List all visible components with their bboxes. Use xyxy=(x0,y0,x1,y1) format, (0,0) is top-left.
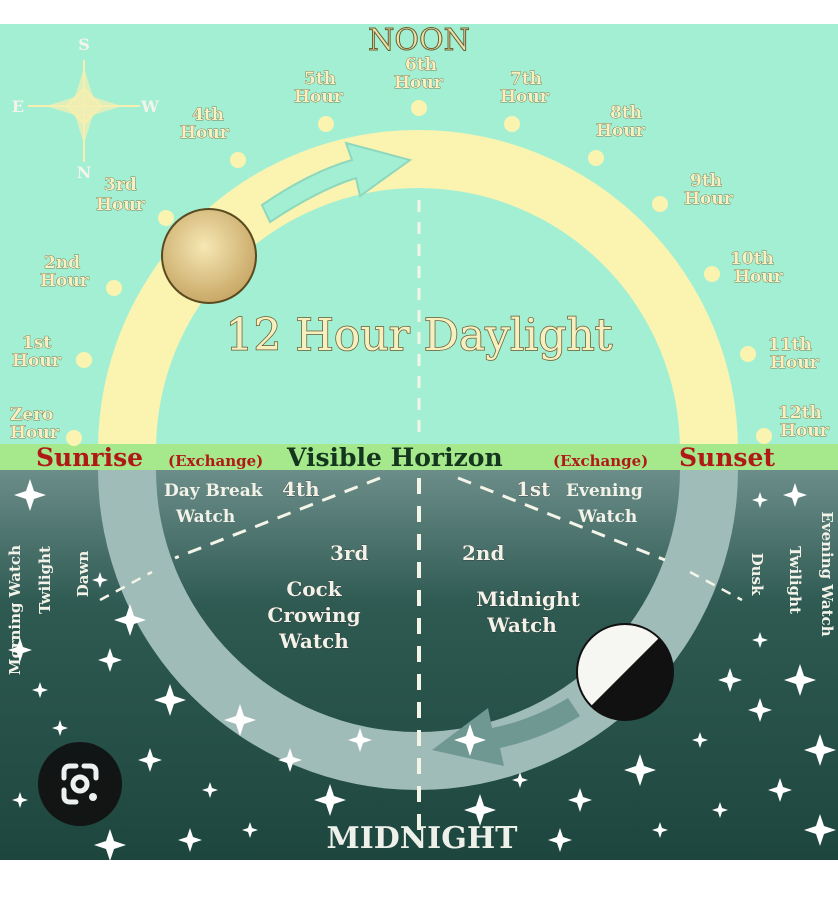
star-icon xyxy=(718,668,742,692)
compass-w: W xyxy=(140,97,160,116)
star-icon xyxy=(202,782,218,798)
watch-divider-right xyxy=(457,476,666,562)
midnight-label: MIDNIGHT xyxy=(326,821,518,856)
hour-label-12th: 12th Hour xyxy=(778,403,830,441)
watch-2nd-ordinal: 2nd xyxy=(462,541,504,565)
twilight-right-label: Twilight xyxy=(786,546,804,614)
hour-label-11th: 11th Hour xyxy=(768,335,820,373)
star-icon xyxy=(114,604,146,636)
hour-label-10th: 10th Hour xyxy=(730,249,784,287)
star-icon xyxy=(784,664,816,696)
star-icon xyxy=(92,572,108,588)
twilight-left-label: Twilight xyxy=(36,546,54,614)
exchange-right-label: (Exchange) xyxy=(553,452,648,470)
dusk-divider xyxy=(689,570,743,602)
star-icon xyxy=(712,802,728,818)
half-moon-icon xyxy=(576,623,674,721)
star-icon xyxy=(52,720,68,736)
watch-4th-ordinal: 4th xyxy=(282,477,320,501)
star-icon xyxy=(692,732,708,748)
hour-label-3rd: 3rd Hour xyxy=(96,175,146,215)
sunrise-label: Sunrise xyxy=(36,443,143,472)
star-icon xyxy=(783,483,807,507)
compass-e: E xyxy=(12,97,24,116)
hour-label-7th: 7th Hour xyxy=(500,69,550,107)
star-icon xyxy=(32,682,48,698)
sun-icon xyxy=(161,208,257,304)
watch-2nd-label: Midnight Watch xyxy=(476,587,580,637)
star-icon xyxy=(224,704,256,736)
star-icon xyxy=(652,822,668,838)
dawn-divider xyxy=(99,570,153,602)
watch-1st-ordinal: 1st xyxy=(516,477,551,501)
dawn-label: Dawn xyxy=(74,551,92,598)
star-icon xyxy=(154,684,186,716)
star-icon xyxy=(454,724,486,756)
star-icon xyxy=(512,772,528,788)
watch-4th-label: Day Break Watch xyxy=(164,481,264,527)
compass-s: S xyxy=(78,35,90,54)
sunset-label: Sunset xyxy=(679,443,775,472)
hour-label-4th: 4th Hour xyxy=(180,105,230,143)
star-icon xyxy=(624,754,656,786)
star-icon xyxy=(14,479,46,511)
hour-label-5th: 5th Hour xyxy=(294,69,344,107)
watch-1st-label: Evening Watch xyxy=(566,481,643,527)
hour-label-9th: 9th Hour xyxy=(684,171,734,209)
noon-label: NOON xyxy=(368,23,470,58)
title-line: 12 Hour Daylight xyxy=(226,310,613,361)
star-icon xyxy=(752,632,768,648)
star-icon xyxy=(314,784,346,816)
star-icon xyxy=(568,788,592,812)
night-stars xyxy=(8,479,836,861)
star-icon xyxy=(804,734,836,766)
exchange-left-label: (Exchange) xyxy=(168,452,263,470)
star-icon xyxy=(12,792,28,808)
night-arc xyxy=(98,470,738,790)
star-icon xyxy=(752,492,768,508)
hour-label-1st: 1st Hour xyxy=(12,333,62,371)
watch-3rd-ordinal: 3rd xyxy=(330,541,368,565)
star-icon xyxy=(242,822,258,838)
hour-dots xyxy=(66,100,772,446)
visible-horizon-label: Visible Horizon xyxy=(286,443,503,472)
compass-rose-icon: S E W N xyxy=(12,35,160,182)
star-icon xyxy=(548,828,572,852)
google-lens-button[interactable] xyxy=(38,742,122,826)
star-icon xyxy=(178,828,202,852)
compass-n: N xyxy=(77,163,92,182)
hour-label-2nd: 2nd Hour xyxy=(40,253,90,291)
daylight-arc xyxy=(98,130,738,450)
hour-label-6th: 6th Hour xyxy=(394,55,444,93)
bottom-margin xyxy=(0,860,838,894)
star-icon xyxy=(348,728,372,752)
dusk-label: Dusk xyxy=(748,553,766,596)
star-icon xyxy=(748,698,772,722)
hour-label-8th: 8th Hour xyxy=(596,103,646,141)
star-icon xyxy=(94,829,126,861)
horizon-band xyxy=(0,444,838,470)
star-icon xyxy=(98,648,122,672)
watch-divider-left xyxy=(174,476,381,560)
evening-watch-label: Evening Watch xyxy=(818,511,836,636)
daylight-direction-arrow xyxy=(260,141,413,224)
star-icon xyxy=(804,814,836,846)
star-icon xyxy=(278,748,302,772)
star-icon xyxy=(768,778,792,802)
google-lens-icon xyxy=(61,763,99,805)
star-icon xyxy=(138,748,162,772)
star-icon xyxy=(464,794,496,826)
star-icon xyxy=(8,638,32,662)
watch-3rd-label: Cock Crowing Watch xyxy=(267,577,360,653)
hour-label-zero: Zero Hour xyxy=(10,405,60,443)
